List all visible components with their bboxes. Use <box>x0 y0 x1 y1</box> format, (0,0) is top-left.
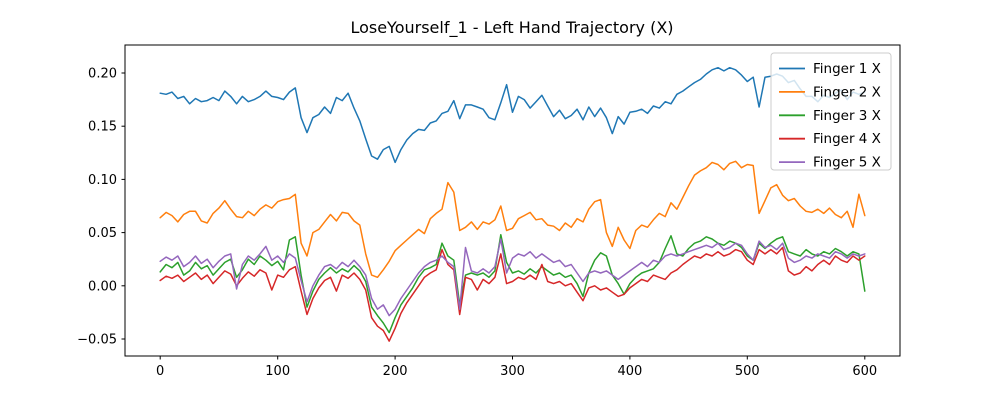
plot-area: 0 100 200 300 400 500 600 −0.05 0.00 0.05 0.10 0.15… <box>77 44 901 379</box>
legend-entry-label: Finger 1 X <box>813 61 881 77</box>
y-axis-tick-label: 0.20 <box>88 67 117 82</box>
legend-entry-label: Finger 3 X <box>813 108 881 124</box>
y-axis-tick-label: 0.00 <box>88 279 117 294</box>
y-axis-tick-label: 0.10 <box>88 173 117 188</box>
series-line-finger-4 <box>159 246 866 342</box>
x-axis-tick-label: 0 <box>156 364 164 379</box>
chart-title: LoseYourself_1 - Left Hand Trajectory (X… <box>350 18 673 38</box>
x-axis-tick-label: 400 <box>617 364 642 379</box>
legend-entry-label: Finger 2 X <box>813 84 881 100</box>
series-line-finger-3 <box>159 233 866 334</box>
x-axis-tick-label: 500 <box>735 364 760 379</box>
x-axis-tick-label: 600 <box>852 364 877 379</box>
y-axis-tick-label: 0.05 <box>88 226 117 241</box>
series-line-finger-5 <box>159 238 866 317</box>
legend-entry-label: Finger 4 X <box>813 131 881 147</box>
x-axis-tick-label: 300 <box>500 364 525 379</box>
legend-entry-label: Finger 5 X <box>813 155 881 171</box>
series-line-finger-1 <box>159 66 866 164</box>
y-axis-tick-label: −0.05 <box>77 333 117 348</box>
x-axis-tick-label: 200 <box>383 364 408 379</box>
series-line-finger-2 <box>159 160 866 279</box>
y-axis-tick-label: 0.15 <box>88 120 117 135</box>
legend-box <box>770 52 892 171</box>
x-axis-tick-label: 100 <box>265 364 290 379</box>
